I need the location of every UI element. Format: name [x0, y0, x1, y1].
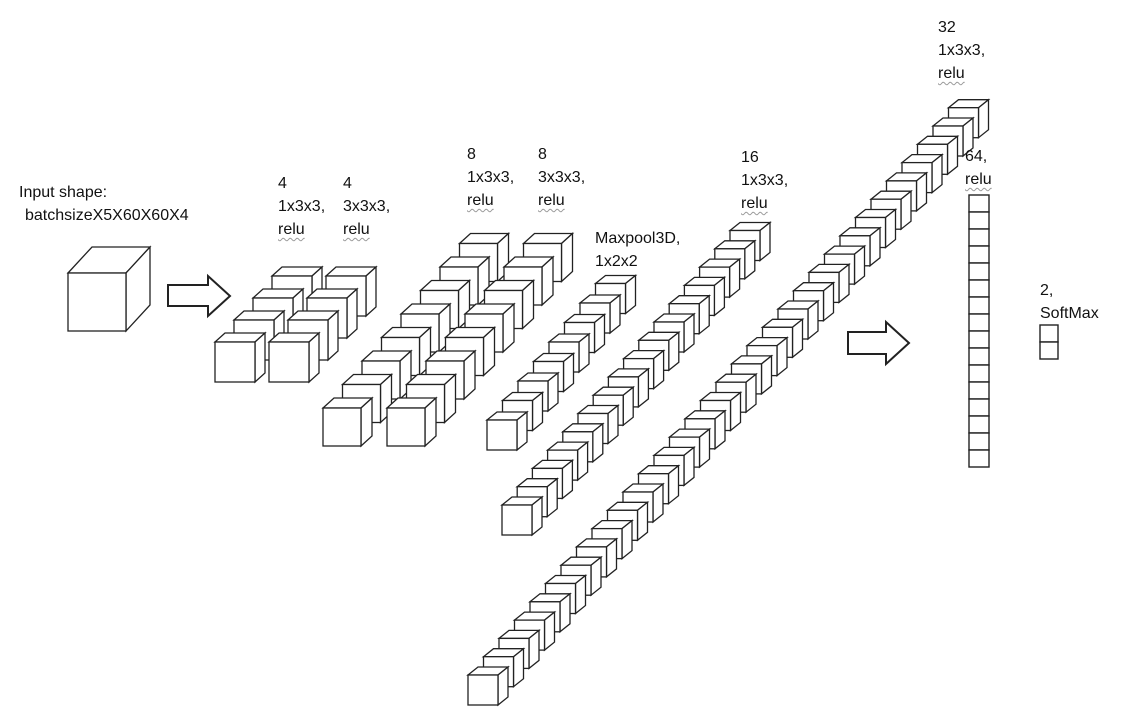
output-column-unit — [1039, 324, 1059, 343]
dense-column-unit — [968, 347, 990, 366]
stack-conv4 — [385, 232, 575, 448]
arrows — [167, 273, 911, 367]
activation: relu — [343, 221, 370, 238]
dense-column-unit — [968, 262, 990, 281]
activation: SoftMax — [1040, 305, 1099, 322]
units: 64, — [965, 148, 988, 165]
filter-count: 16 — [741, 149, 759, 166]
stack-conv3 — [321, 232, 511, 448]
layer-label-conv3: 8 1x3x3, relu — [467, 143, 514, 212]
output-column-unit — [1039, 341, 1059, 360]
stack-pool — [485, 274, 638, 452]
dense-column-unit — [968, 194, 990, 213]
pool-cube — [485, 410, 529, 452]
kernel-size: 1x3x3, — [467, 169, 515, 186]
dense-column-unit — [968, 279, 990, 298]
layer-label-pool: Maxpool3D, 1x2x2 — [595, 227, 680, 273]
dense-column-unit — [968, 313, 990, 332]
activation: relu — [938, 65, 965, 82]
activation: relu — [741, 195, 768, 212]
filter-count: 4 — [278, 175, 287, 192]
arrow-input-to-conv — [167, 273, 232, 319]
dense-column-unit — [968, 415, 990, 434]
stack-conv5 — [500, 221, 772, 537]
kernel-size: 3x3x3, — [343, 198, 391, 215]
layer-label-output: 2, SoftMax — [1040, 279, 1099, 325]
conv3-cube — [321, 396, 374, 448]
arrow-conv-to-dense — [847, 319, 911, 367]
activation: relu — [965, 171, 992, 188]
kernel-size: 1x3x3, — [938, 42, 986, 59]
layer-label-conv2: 4 3x3x3, relu — [343, 172, 390, 241]
layer-label-conv4: 8 3x3x3, relu — [538, 143, 585, 212]
conv2-cube — [324, 265, 378, 318]
stack-conv2 — [267, 265, 378, 384]
kernel-size: 3x3x3, — [538, 169, 586, 186]
dense-column-unit — [968, 296, 990, 315]
layer-label-conv1: 4 1x3x3, relu — [278, 172, 325, 241]
input-shape: batchsizeX5X60X60X4 — [25, 207, 189, 224]
dense-column-unit — [968, 330, 990, 349]
dense-column-unit — [968, 228, 990, 247]
filter-count: 8 — [538, 146, 547, 163]
layer-label-conv5: 16 1x3x3, relu — [741, 146, 788, 215]
conv6-cube — [466, 665, 510, 707]
pool-type: Maxpool3D, — [595, 230, 681, 247]
layer-label-dense: 64, relu — [965, 145, 992, 191]
filter-count: 8 — [467, 146, 476, 163]
dense-column — [968, 194, 990, 468]
stack-conv1 — [213, 265, 324, 384]
dense-column-unit — [968, 364, 990, 383]
input-label: Input shape: batchsizeX5X60X60X4 — [19, 181, 189, 227]
kernel-size: 1x3x3, — [741, 172, 789, 189]
cube-stacks — [66, 98, 991, 707]
stack-conv6 — [466, 98, 991, 707]
layer-label-conv6: 32 1x3x3, relu — [938, 16, 985, 85]
dense-column-unit — [968, 211, 990, 230]
filter-count: 32 — [938, 19, 956, 36]
pool-size: 1x2x2 — [595, 253, 638, 270]
kernel-size: 1x3x3, — [278, 198, 326, 215]
input-title: Input shape: — [19, 184, 108, 201]
activation: relu — [467, 192, 494, 209]
dense-columns — [968, 194, 1059, 468]
input-cube — [66, 245, 152, 333]
dense-column-unit — [968, 381, 990, 400]
conv1-cube — [213, 331, 267, 384]
filter-count: 4 — [343, 175, 352, 192]
conv4-cube — [385, 396, 438, 448]
conv5-cube — [500, 495, 544, 537]
dense-column-unit — [968, 449, 990, 468]
conv2-cube — [267, 331, 321, 384]
output-column — [1039, 324, 1059, 360]
dense-column-unit — [968, 398, 990, 417]
dense-column-unit — [968, 245, 990, 264]
dense-column-unit — [968, 432, 990, 451]
activation: relu — [278, 221, 305, 238]
activation: relu — [538, 192, 565, 209]
units: 2, — [1040, 282, 1054, 299]
